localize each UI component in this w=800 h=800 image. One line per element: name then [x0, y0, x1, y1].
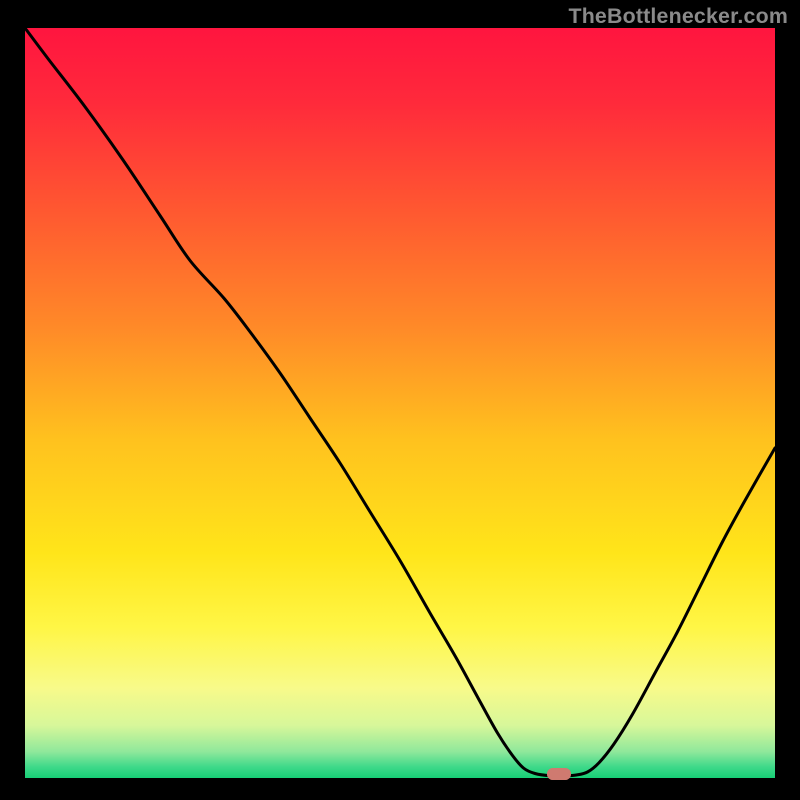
- chart-root: TheBottlenecker.com: [0, 0, 800, 800]
- watermark-text: TheBottlenecker.com: [568, 4, 788, 29]
- optimum-marker: [547, 768, 571, 780]
- bottleneck-curve: [25, 28, 775, 776]
- plot-area: [25, 28, 775, 778]
- curve-layer: [25, 28, 775, 778]
